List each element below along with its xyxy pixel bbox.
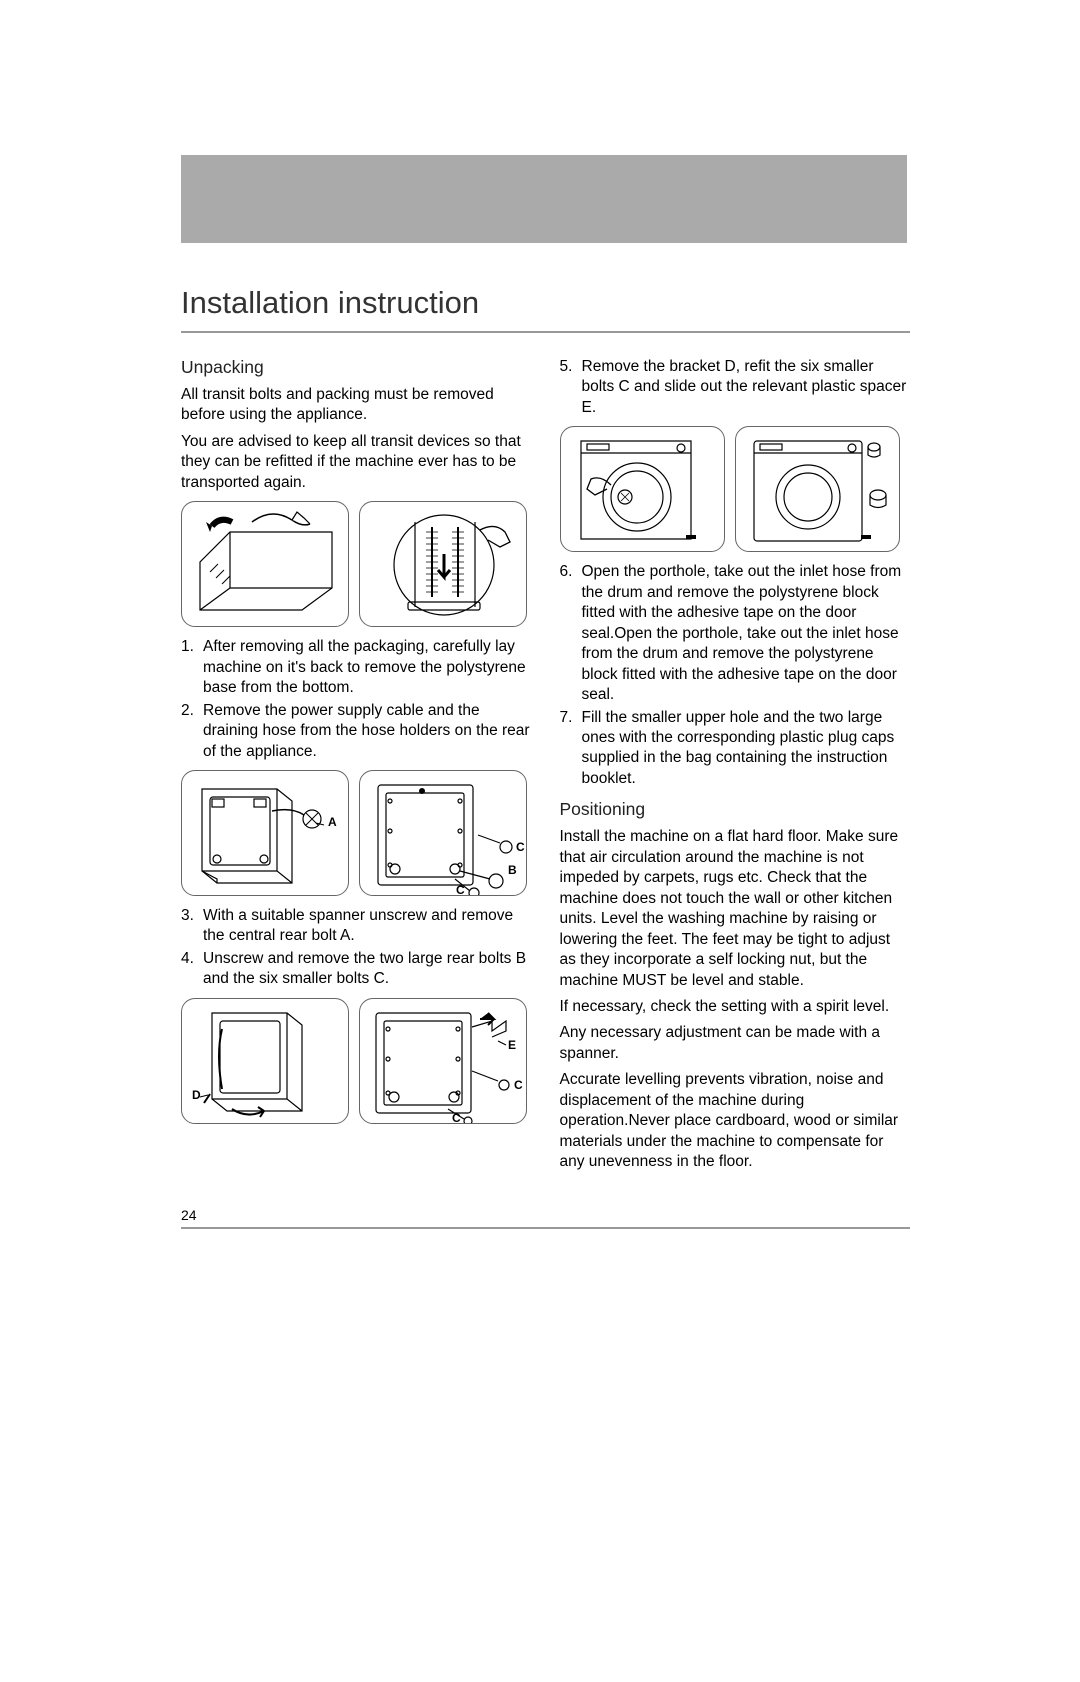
steps-list-3: Remove the bracket D, refit the six smal… <box>560 357 911 418</box>
page-number: 24 <box>181 1207 910 1223</box>
footer-rule <box>181 1227 910 1229</box>
intro-paragraph: All transit bolts and packing must be re… <box>181 385 532 426</box>
figure-rear-bolt-a: A <box>181 770 349 896</box>
svg-text:B: B <box>508 863 517 877</box>
figure-row-3: D <box>181 998 532 1124</box>
positioning-paragraph: Accurate levelling prevents vibration, n… <box>560 1070 911 1172</box>
positioning-paragraph: Install the machine on a flat hard floor… <box>560 827 911 991</box>
figure-row-2: A <box>181 770 532 896</box>
step-item: Fill the smaller upper hole and the two … <box>560 708 911 790</box>
steps-list-2: With a suitable spanner unscrew and remo… <box>181 906 532 990</box>
svg-text:C: C <box>452 1111 461 1124</box>
columns: Unpacking All transit bolts and packing … <box>181 357 910 1179</box>
figure-plug-caps <box>735 426 900 552</box>
steps-list-4: Open the porthole, take out the inlet ho… <box>560 562 911 789</box>
svg-text:C: C <box>514 1078 523 1092</box>
svg-text:D: D <box>192 1088 201 1102</box>
svg-text:E: E <box>508 1038 516 1052</box>
step-item: After removing all the packaging, carefu… <box>181 637 532 698</box>
svg-text:C: C <box>516 840 525 854</box>
figure-lay-machine <box>181 501 349 627</box>
step-item: Unscrew and remove the two large rear bo… <box>181 949 532 990</box>
figure-porthole <box>560 426 725 552</box>
step-item: Open the porthole, take out the inlet ho… <box>560 562 911 705</box>
positioning-heading: Positioning <box>560 799 911 820</box>
figure-rear-bolts-bc: C B C <box>359 770 527 896</box>
intro-paragraph: You are advised to keep all transit devi… <box>181 432 532 493</box>
svg-text:A: A <box>328 815 337 829</box>
step-item: Remove the bracket D, refit the six smal… <box>560 357 911 418</box>
left-column: Unpacking All transit bolts and packing … <box>181 357 532 1179</box>
positioning-paragraph: If necessary, check the setting with a s… <box>560 997 911 1017</box>
right-column: Remove the bracket D, refit the six smal… <box>560 357 911 1179</box>
figure-row-4 <box>560 426 911 552</box>
page-content: Installation instruction Unpacking All t… <box>181 285 910 1229</box>
page-title: Installation instruction <box>181 285 910 321</box>
positioning-paragraph: Any necessary adjustment can be made wit… <box>560 1023 911 1064</box>
unpacking-heading: Unpacking <box>181 357 532 378</box>
title-rule <box>181 331 910 333</box>
svg-text:C: C <box>456 883 465 896</box>
step-item: With a suitable spanner unscrew and remo… <box>181 906 532 947</box>
header-band <box>181 155 907 243</box>
steps-list-1: After removing all the packaging, carefu… <box>181 637 532 762</box>
figure-row-1 <box>181 501 532 627</box>
figure-hose-closeup <box>359 501 527 627</box>
figure-spacer-e: E C C <box>359 998 527 1124</box>
step-item: Remove the power supply cable and the dr… <box>181 701 532 762</box>
figure-bracket-d: D <box>181 998 349 1124</box>
